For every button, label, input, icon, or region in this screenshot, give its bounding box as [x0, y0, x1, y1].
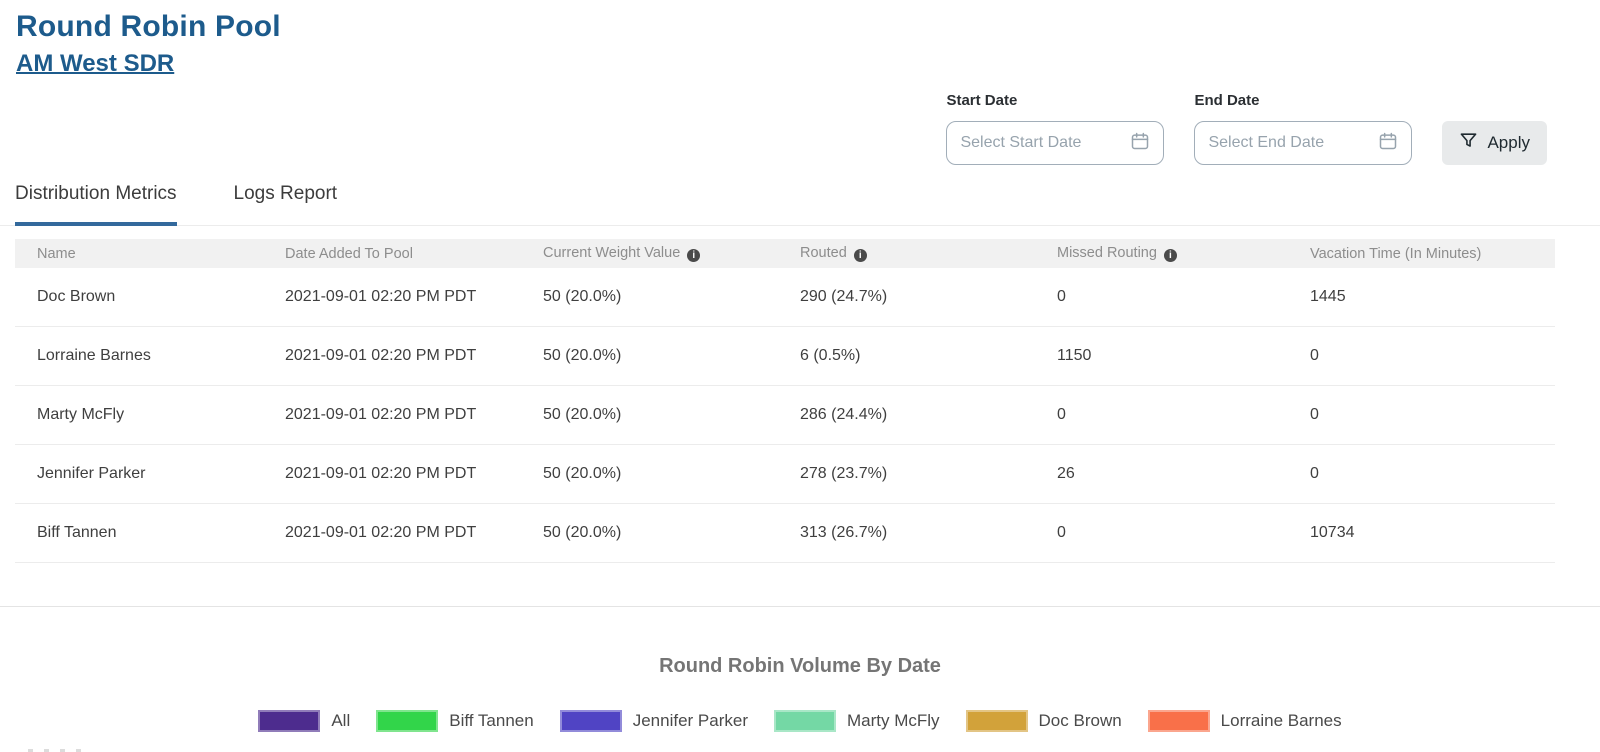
table-row: Doc Brown 2021-09-01 02:20 PM PDT 50 (20.0… — [15, 268, 1555, 327]
section-divider — [0, 606, 1600, 607]
legend-swatch — [376, 710, 439, 732]
table-cell: 50 (20.0%) — [521, 326, 778, 386]
column-header-label: Current Weight Value — [543, 245, 681, 261]
table-cell: 2021-09-01 02:20 PM PDT — [263, 326, 521, 386]
calendar-icon[interactable] — [1378, 131, 1398, 156]
table-row: Biff Tannen 2021-09-01 02:20 PM PDT 50 (20… — [15, 503, 1555, 563]
table-cell: 0 — [1035, 503, 1288, 563]
legend-label: All — [331, 711, 351, 730]
legend-swatch — [1147, 710, 1210, 732]
legend-label: Lorraine Barnes — [1220, 711, 1342, 730]
legend-item-marty-mcfly[interactable]: Marty McFly — [773, 710, 940, 732]
table-cell: 2021-09-01 02:20 PM PDT — [263, 385, 521, 445]
table-cell: Doc Brown — [15, 268, 263, 327]
start-date-field: Start Date Select Start Date — [946, 92, 1165, 165]
column-header: Current Weight Value i — [521, 239, 778, 268]
tab-bar: Distribution Metrics Logs Report — [0, 183, 1600, 226]
column-header: Vacation Time (In Minutes) — [1288, 239, 1555, 268]
table-cell: 290 (24.7%) — [778, 268, 1035, 327]
legend-swatch — [773, 710, 836, 732]
filter-bar: Start Date Select Start Date End Date Se… — [946, 92, 1547, 165]
table-cell: 50 (20.0%) — [521, 268, 778, 327]
start-date-input[interactable]: Select Start Date — [946, 121, 1165, 165]
table-row: Lorraine Barnes 2021-09-01 02:20 PM PDT 50… — [15, 326, 1555, 386]
table-cell: 1150 — [1035, 326, 1288, 386]
info-icon[interactable]: i — [687, 249, 701, 262]
legend-item-all[interactable]: All — [258, 710, 350, 732]
table-cell: 0 — [1288, 444, 1555, 504]
table-cell: Jennifer Parker — [15, 444, 263, 504]
table-cell: 1445 — [1288, 268, 1555, 327]
table-cell: 6 (0.5%) — [778, 326, 1035, 386]
start-date-placeholder: Select Start Date — [960, 134, 1082, 151]
column-header: Routed i — [778, 239, 1035, 268]
end-date-field: End Date Select End Date — [1194, 92, 1413, 165]
filter-funnel-icon — [1459, 131, 1478, 155]
legend-swatch — [258, 710, 321, 732]
table-cell: 10734 — [1288, 503, 1555, 563]
table-cell: 50 (20.0%) — [521, 444, 778, 504]
legend-swatch — [559, 710, 622, 732]
pool-link[interactable]: AM West SDR — [16, 50, 175, 77]
table-body: Doc Brown 2021-09-01 02:20 PM PDT 50 (20.0… — [15, 268, 1555, 563]
chart-title: Round Robin Volume By Date — [659, 655, 941, 677]
legend-label: Jennifer Parker — [632, 711, 748, 730]
table-cell: Marty McFly — [15, 385, 263, 445]
table-cell: 0 — [1035, 268, 1288, 327]
distribution-metrics-table: Name Date Added To Pool Current Weight Val… — [15, 239, 1555, 563]
page-header: Round Robin Pool AM West SDR — [0, 0, 1600, 78]
end-date-input[interactable]: Select End Date — [1194, 121, 1413, 165]
column-header-label: Missed Routing — [1057, 245, 1157, 261]
table-cell: 278 (23.7%) — [778, 444, 1035, 504]
table-cell: Lorraine Barnes — [15, 326, 263, 386]
legend-label: Marty McFly — [846, 711, 940, 730]
start-date-label: Start Date — [946, 92, 1018, 109]
table-cell: 50 (20.0%) — [521, 385, 778, 445]
table-header-row: Name Date Added To Pool Current Weight Val… — [15, 239, 1555, 268]
column-header-label: Vacation Time (In Minutes) — [1310, 245, 1482, 262]
table-cell: 2021-09-01 02:20 PM PDT — [263, 268, 521, 327]
page-title: Round Robin Pool — [16, 10, 281, 43]
table-cell: Biff Tannen — [15, 503, 263, 563]
column-header: Name — [15, 239, 263, 268]
table-cell: 313 (26.7%) — [778, 503, 1035, 563]
table-row: Jennifer Parker 2021-09-01 02:20 PM PDT 50… — [15, 444, 1555, 504]
table-cell: 26 — [1035, 444, 1288, 504]
legend-item-doc-brown[interactable]: Doc Brown — [965, 710, 1122, 732]
chart-legend: All Biff Tannen Jennifer Parker Marty McFly… — [0, 710, 1600, 732]
info-icon[interactable]: i — [1163, 249, 1177, 262]
calendar-icon[interactable] — [1130, 131, 1150, 156]
column-header-label: Name — [37, 245, 76, 262]
table-cell: 0 — [1288, 326, 1555, 386]
column-header-label: Routed — [800, 245, 847, 261]
table-cell: 50 (20.0%) — [521, 503, 778, 563]
legend-item-lorraine-barnes[interactable]: Lorraine Barnes — [1147, 710, 1342, 732]
tab-distribution-metrics[interactable]: Distribution Metrics — [15, 183, 177, 226]
apply-button-label: Apply — [1487, 133, 1530, 152]
table-cell: 2021-09-01 02:20 PM PDT — [263, 444, 521, 504]
legend-item-biff-tannen[interactable]: Biff Tannen — [376, 710, 534, 732]
tab-logs-report[interactable]: Logs Report — [233, 183, 338, 204]
column-header-label: Date Added To Pool — [285, 245, 413, 262]
legend-item-jennifer-parker[interactable]: Jennifer Parker — [559, 710, 748, 732]
table-row: Marty McFly 2021-09-01 02:20 PM PDT 50 (20… — [15, 385, 1555, 445]
table-cell: 286 (24.4%) — [778, 385, 1035, 445]
table-cell: 2021-09-01 02:20 PM PDT — [263, 503, 521, 563]
column-header: Missed Routing i — [1035, 239, 1288, 268]
table-cell: 0 — [1288, 385, 1555, 445]
table-cell: 0 — [1035, 385, 1288, 445]
apply-button[interactable]: Apply — [1442, 121, 1547, 165]
end-date-label: End Date — [1194, 92, 1260, 109]
info-icon[interactable]: i — [853, 249, 867, 262]
legend-label: Doc Brown — [1038, 711, 1122, 730]
clipped-axis-label-marks — [28, 749, 81, 752]
end-date-placeholder: Select End Date — [1208, 134, 1325, 151]
legend-label: Biff Tannen — [449, 711, 534, 730]
column-header: Date Added To Pool — [263, 239, 521, 268]
chart-section: Round Robin Volume By Date All Biff Tanne… — [0, 655, 1600, 732]
legend-swatch — [965, 710, 1028, 732]
